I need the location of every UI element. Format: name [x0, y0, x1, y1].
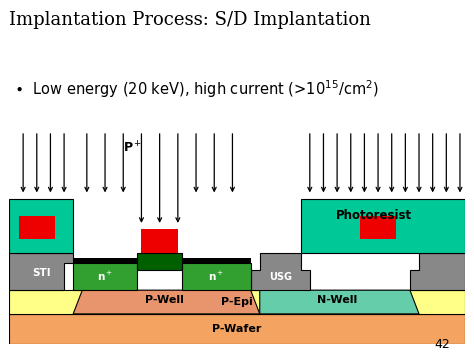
Polygon shape [251, 253, 310, 290]
Text: USG: USG [269, 272, 292, 282]
Bar [360, 216, 396, 239]
Bar [9, 290, 465, 314]
Polygon shape [73, 290, 260, 314]
Text: STI: STI [32, 268, 51, 278]
Text: P$^+$: P$^+$ [123, 140, 142, 155]
Bar [301, 199, 465, 253]
Bar [182, 263, 251, 290]
Text: P-Epi: P-Epi [221, 297, 253, 307]
Polygon shape [9, 253, 73, 290]
Text: n$^+$: n$^+$ [209, 270, 225, 283]
Text: 42: 42 [435, 338, 450, 351]
Polygon shape [410, 253, 465, 290]
Bar [141, 229, 178, 253]
Text: P-Wafer: P-Wafer [212, 324, 262, 334]
Text: $\bullet$  Low energy (20 keV), high current (>10$^{15}$/cm$^{2}$): $\bullet$ Low energy (20 keV), high curr… [14, 78, 379, 100]
Text: Implantation Process: S/D Implantation: Implantation Process: S/D Implantation [9, 11, 371, 29]
Bar [9, 314, 465, 344]
Bar [73, 258, 251, 263]
Bar [137, 253, 182, 270]
Bar [9, 199, 73, 253]
Text: n$^+$: n$^+$ [97, 270, 113, 283]
Polygon shape [260, 290, 419, 314]
Bar [73, 263, 137, 290]
Bar [18, 216, 55, 239]
Text: Photoresist: Photoresist [336, 209, 411, 222]
Text: P-Well: P-Well [145, 295, 183, 305]
Text: N-Well: N-Well [317, 295, 357, 305]
